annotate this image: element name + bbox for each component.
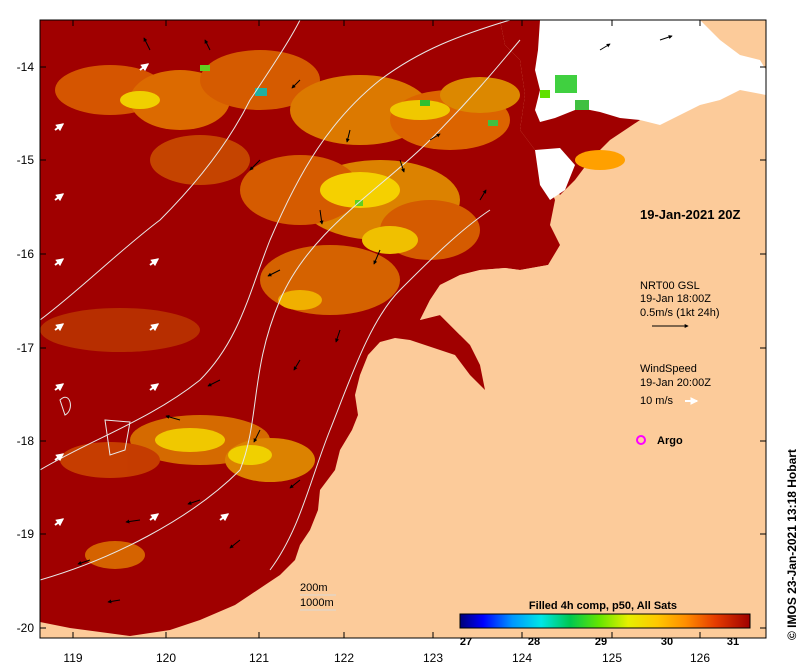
colorbar: Filled 4h comp, p50, All Sats 27 28 29 3… — [459, 600, 751, 648]
y-tick-label: -14 — [17, 60, 35, 74]
image-timestamp: 19-Jan-2021 20Z — [640, 207, 741, 222]
wind-legend-title: WindSpeed — [640, 363, 697, 375]
argo-label: Argo — [657, 435, 683, 447]
colorbar-tick: 27 — [460, 636, 472, 648]
colorbar-tick: 30 — [661, 636, 673, 648]
x-tick-label: 124 — [512, 651, 532, 665]
plot-area — [40, 20, 766, 638]
contour-legend: 200m 1000m — [300, 582, 336, 611]
wind-vectors — [54, 63, 230, 527]
y-tick-label: -17 — [17, 341, 35, 355]
x-tick-label: 123 — [423, 651, 443, 665]
x-tick-label: 119 — [63, 651, 82, 665]
y-tick-label: -15 — [17, 153, 35, 167]
cloud-mask-small — [535, 148, 575, 200]
x-tick-labels: 119 120 121 122 123 124 125 126 — [63, 651, 710, 665]
x-tick-label: 120 — [156, 651, 176, 665]
x-axis — [72, 20, 701, 638]
current-vectors — [77, 35, 673, 604]
y-tick-label: -16 — [17, 247, 35, 261]
coast-detail — [420, 265, 610, 335]
y-tick-label: -19 — [17, 527, 35, 541]
x-tick-label: 121 — [249, 651, 269, 665]
argo-legend: Argo — [636, 435, 683, 447]
current-legend-source: NRT00 GSL — [640, 280, 700, 292]
current-legend-time: 19-Jan 18:00Z — [640, 293, 711, 305]
cloud-mask — [535, 20, 766, 125]
wind-legend-time: 19-Jan 20:00Z — [640, 377, 711, 389]
colorbar-tick: 31 — [727, 636, 739, 648]
yellow-patches — [120, 91, 625, 465]
y-tick-label: -20 — [17, 621, 35, 635]
colorbar-title: Filled 4h comp, p50, All Sats — [529, 600, 677, 612]
imos-credit: © IMOS 23-Jan-2021 13:18 Hobart — [785, 449, 799, 640]
x-tick-label: 126 — [690, 651, 710, 665]
argo-marker-icon — [636, 435, 646, 445]
contour-label-1000m: 1000m — [300, 597, 334, 609]
current-legend-scale: 0.5m/s (1kt 24h) — [640, 307, 719, 319]
y-tick-label: -18 — [17, 434, 35, 448]
colorbar-gradient — [459, 613, 751, 629]
y-axis — [40, 66, 766, 629]
contour-label-200m: 200m — [300, 582, 328, 594]
wind-legend: WindSpeed 19-Jan 20:00Z 10 m/s — [640, 363, 711, 407]
current-legend: NRT00 GSL 19-Jan 18:00Z 0.5m/s (1kt 24h) — [640, 280, 719, 328]
x-tick-label: 122 — [334, 651, 354, 665]
x-tick-label: 125 — [602, 651, 622, 665]
plot-frame — [39, 19, 767, 639]
y-tick-labels: -14 -15 -16 -17 -18 -19 -20 — [17, 60, 35, 635]
wind-legend-scale: 10 m/s — [640, 395, 674, 407]
colorbar-tick: 29 — [595, 636, 607, 648]
colorbar-tick: 28 — [528, 636, 540, 648]
bathymetry-contours — [40, 20, 521, 581]
